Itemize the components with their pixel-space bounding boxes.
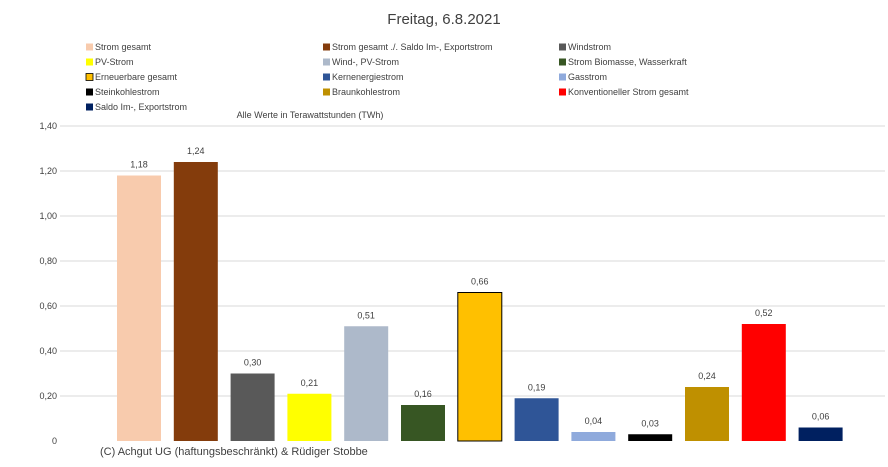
legend-entry: Strom Biomasse, Wasserkraft: [568, 57, 687, 67]
chart-title: Freitag, 6.8.2021: [387, 11, 500, 28]
legend-entry: Braunkohlestrom: [332, 87, 400, 97]
legend-entry: Kernenergiestrom: [332, 72, 404, 82]
legend-entry: Steinkohlestrom: [95, 87, 160, 97]
legend-swatch: [559, 43, 566, 51]
legend-swatch: [86, 103, 93, 111]
bar: [117, 175, 161, 441]
legend-swatch: [559, 73, 566, 81]
units-note: Alle Werte in Terawattstunden (TWh): [237, 110, 384, 120]
data-label: 0,19: [528, 382, 546, 392]
y-tick-label: 0,80: [39, 256, 57, 266]
data-label: 0,66: [471, 277, 489, 287]
y-tick-label: 0: [52, 436, 57, 446]
data-label: 0,51: [357, 310, 375, 320]
bar: [401, 405, 445, 441]
legend-swatch: [559, 58, 566, 66]
copyright-credit: (C) Achgut UG (haftungsbeschränkt) & Rüd…: [100, 446, 368, 458]
legend-swatch: [559, 88, 566, 96]
data-label: 0,21: [301, 378, 319, 388]
legend-swatch: [86, 88, 93, 96]
bar: [685, 387, 729, 441]
data-label: 0,06: [812, 412, 830, 422]
data-label: 0,52: [755, 308, 773, 318]
bar: [230, 373, 275, 441]
legend-entry: PV-Strom: [95, 57, 134, 67]
y-tick-label: 1,40: [39, 121, 57, 131]
legend-swatch: [86, 58, 93, 66]
legend-entry: Windstrom: [568, 42, 611, 52]
legend-entry: Strom gesamt ./. Saldo Im-, Exportstrom: [332, 42, 493, 52]
legend-swatch: [85, 73, 94, 81]
y-tick-label: 0,60: [39, 301, 57, 311]
data-label: 1,18: [130, 160, 148, 170]
data-label: 1,24: [187, 146, 205, 156]
legend: Strom gesamt Strom gesamt ./. Saldo Im-, …: [85, 42, 689, 112]
legend-swatch: [86, 43, 93, 51]
bar: [628, 434, 673, 441]
bar: [173, 162, 218, 441]
bar: [798, 427, 843, 441]
y-tick-label: 1,00: [39, 211, 57, 221]
bar: [514, 398, 559, 441]
bar: [287, 393, 332, 441]
legend-swatch: [323, 58, 330, 66]
legend-entry: Wind-, PV-Strom: [332, 57, 399, 67]
y-tick-label: 1,20: [39, 166, 57, 176]
bar: [741, 324, 786, 441]
legend-entry: Strom gesamt: [95, 42, 152, 52]
data-labels: 1,18 1,24 0,30 0,21 0,51 0,16 0,66 0,19 0,04 0,03…: [130, 146, 829, 428]
data-label: 0,30: [244, 358, 262, 368]
legend-entry: Saldo Im-, Exportstrom: [95, 102, 187, 112]
legend-swatch: [323, 73, 330, 81]
legend-entry: Konventioneller Strom gesamt: [568, 87, 689, 97]
legend-swatch: [323, 88, 330, 96]
y-tick-label: 0,20: [39, 391, 57, 401]
legend-swatch: [323, 43, 330, 51]
bar: [571, 432, 616, 441]
y-axis: 0 0,20 0,40 0,60 0,80 1,00 1,20 1,40: [39, 121, 57, 446]
y-tick-label: 0,40: [39, 346, 57, 356]
bar: [457, 292, 503, 442]
data-label: 0,24: [698, 371, 716, 381]
bars: [117, 162, 843, 442]
legend-entry: Erneuerbare gesamt: [95, 72, 178, 82]
bar: [344, 326, 389, 441]
data-label: 0,04: [585, 416, 603, 426]
data-label: 0,16: [414, 389, 432, 399]
legend-entry: Gasstrom: [568, 72, 607, 82]
data-label: 0,03: [641, 418, 659, 428]
